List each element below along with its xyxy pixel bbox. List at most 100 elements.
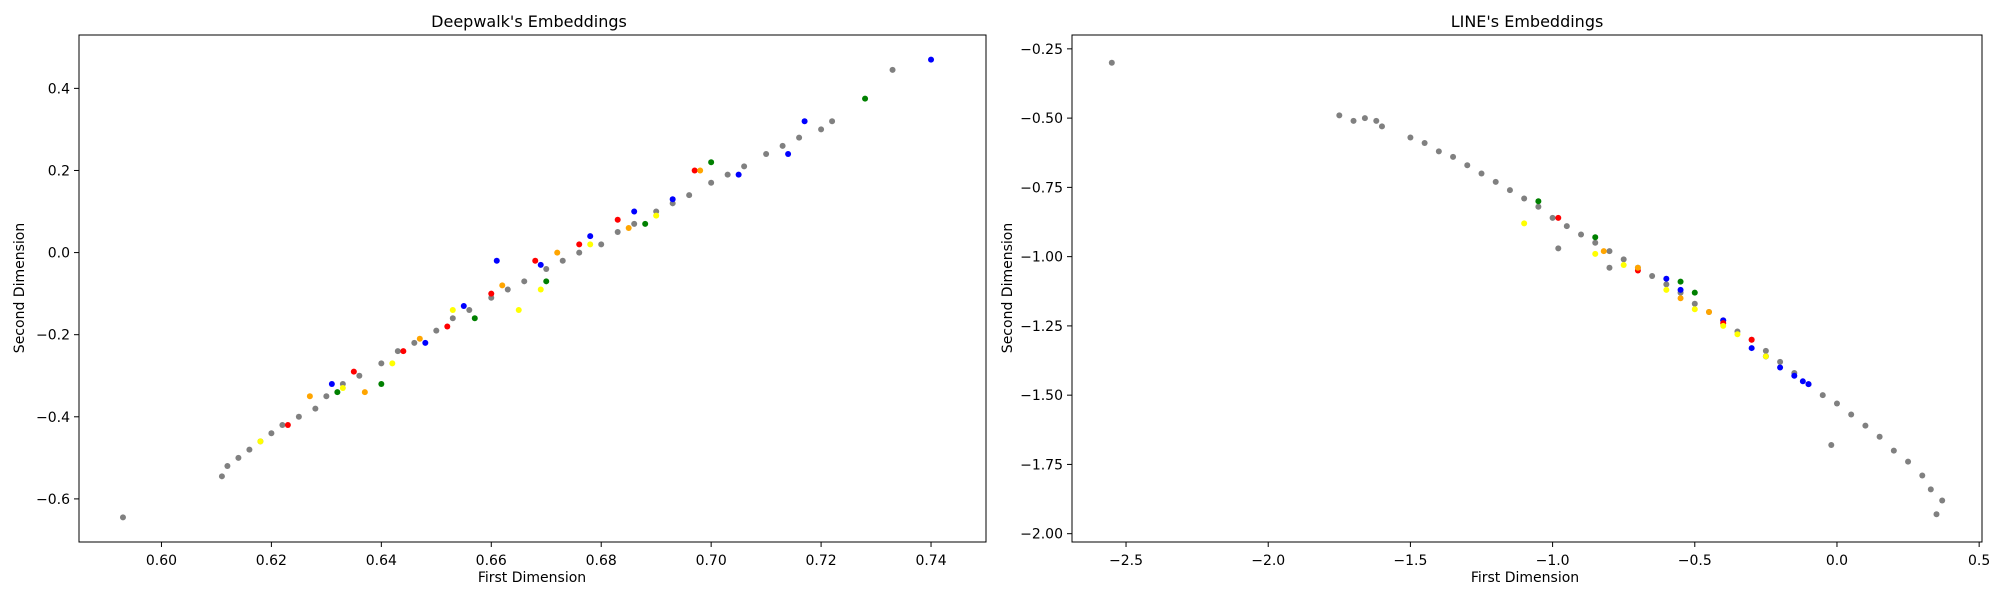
scatter-point <box>1336 112 1343 119</box>
x-tick-label: 0.0 <box>1826 553 1848 569</box>
scatter-point <box>1663 281 1670 288</box>
scatter-point <box>559 257 566 264</box>
scatter-point <box>708 159 715 166</box>
scatter-point <box>889 66 896 73</box>
scatter-point <box>295 413 302 420</box>
y-tick-label: −0.6 <box>36 492 70 508</box>
scatter-point <box>1350 117 1357 124</box>
scatter-point <box>466 307 473 314</box>
scatter-point <box>625 224 632 231</box>
scatter-point <box>1592 250 1599 257</box>
y-tick-label: 0.0 <box>48 246 70 262</box>
y-tick-label: −0.50 <box>1020 111 1063 127</box>
scatter-point <box>537 286 544 293</box>
x-ticks: −2.5 −2.0 −1.5 −1.0 −0.5 0.0 0.5 <box>1109 542 1990 569</box>
scatter-point <box>1521 220 1528 227</box>
x-tick-label: −2.0 <box>1251 553 1285 569</box>
scatter-point <box>279 422 286 428</box>
scatter-point <box>862 95 869 102</box>
scatter-point <box>257 438 264 445</box>
scatter-point <box>1378 123 1385 130</box>
scatter-point <box>312 405 319 412</box>
scatter-point <box>416 335 423 342</box>
scatter-point <box>488 294 495 301</box>
x-tick-label: 0.68 <box>586 553 617 569</box>
scatter-point <box>554 249 561 256</box>
scatter-point <box>587 233 594 240</box>
scatter-point <box>1862 422 1869 429</box>
scatter-point <box>537 261 544 268</box>
scatter-point <box>741 163 748 170</box>
scatter-point <box>1762 347 1769 354</box>
scatter-point <box>1791 372 1798 379</box>
scatter-point <box>697 167 704 174</box>
scatter-point <box>1549 214 1556 221</box>
scatter-point <box>411 339 418 346</box>
scatter-point <box>1606 248 1613 255</box>
scatter-point <box>1592 234 1599 241</box>
scatter-point <box>1450 153 1457 160</box>
scatter-point <box>449 315 456 322</box>
scatter-point <box>1555 245 1562 252</box>
scatter-point <box>631 220 638 227</box>
scatter-point <box>1620 256 1627 263</box>
scatter-point <box>1421 140 1428 147</box>
scatter-point <box>614 216 621 223</box>
scatter-point <box>1361 115 1368 122</box>
scatter-point <box>532 257 539 264</box>
scatter-point <box>1535 198 1542 205</box>
scatter-point <box>779 142 786 149</box>
scatter-point <box>444 323 451 330</box>
scatter-point <box>339 380 346 387</box>
scatter-point <box>1521 195 1528 202</box>
scatter-point <box>1819 392 1826 399</box>
scatter-point <box>1919 472 1926 479</box>
scatter-point <box>1890 447 1897 454</box>
scatter-point <box>323 393 330 400</box>
x-axis-label: First Dimension <box>1471 570 1579 586</box>
scatter-point <box>1691 306 1698 313</box>
scatter-point <box>1677 295 1684 302</box>
scatter-point <box>499 282 506 289</box>
scatter-point <box>1799 378 1806 385</box>
scatter-point <box>1833 400 1840 407</box>
scatter-point <box>1464 162 1471 169</box>
scatter-point <box>686 192 693 199</box>
scatter-point <box>669 200 676 207</box>
scatter-point <box>801 118 808 125</box>
x-ticks: 0.60 0.62 0.64 0.66 0.68 0.70 0.72 0.74 <box>146 542 947 569</box>
x-tick-label: 0.64 <box>366 553 397 569</box>
scatter-point <box>521 278 528 285</box>
scatter-point <box>284 422 291 428</box>
scatter-point <box>1506 187 1513 194</box>
scatter-point <box>587 241 594 248</box>
x-tick-label: 0.70 <box>696 553 727 569</box>
scatter-point <box>1848 411 1855 418</box>
scatter-point <box>1108 59 1115 66</box>
scatter-point <box>235 454 242 461</box>
scatter-point <box>543 266 550 272</box>
scatter-point <box>543 278 550 285</box>
scatter-point <box>1939 497 1946 504</box>
scatter-point <box>1905 458 1912 465</box>
x-tick-label: 0.62 <box>256 553 287 569</box>
scatter-point <box>449 307 456 314</box>
scatter-point <box>389 360 396 367</box>
scatter-point <box>119 514 126 521</box>
scatter-point <box>246 446 253 453</box>
scatter-point <box>1748 336 1755 343</box>
scatter-point <box>1720 322 1727 329</box>
scatter-point <box>1435 148 1442 155</box>
scatter-point <box>1663 286 1670 293</box>
x-tick-label: 0.5 <box>1968 553 1990 569</box>
scatter-point <box>218 473 225 480</box>
scatter-point <box>1555 214 1562 221</box>
scatter-point <box>356 372 363 379</box>
scatter-point <box>394 348 401 355</box>
x-tick-label: −0.5 <box>1678 553 1712 569</box>
x-tick-label: 0.72 <box>806 553 837 569</box>
x-tick-label: 0.60 <box>146 553 177 569</box>
scatter-point <box>1634 264 1641 271</box>
scatter-point <box>1734 331 1741 338</box>
scatter-point <box>1649 273 1656 280</box>
